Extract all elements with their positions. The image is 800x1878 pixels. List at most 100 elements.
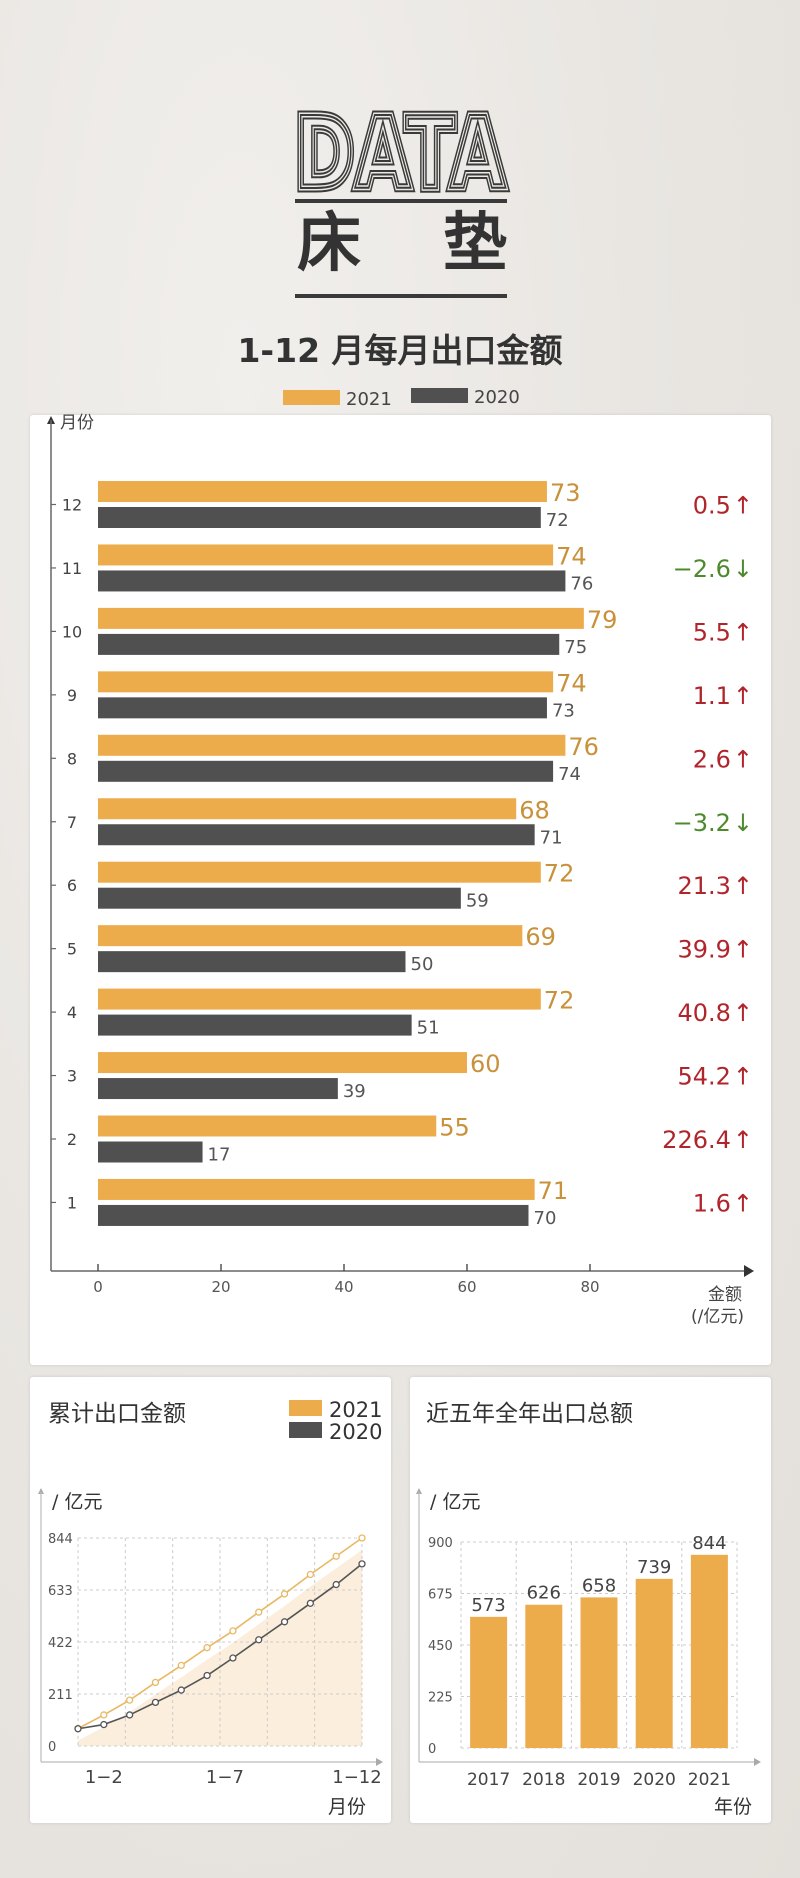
point-2020 [358,1560,366,1568]
bar-value-label: 658 [582,1575,616,1596]
point-2020 [332,1580,340,1589]
title-char-1: 床 [297,207,361,281]
x-axis-unit: (/亿元) [691,1307,744,1327]
bar-2021 [98,798,517,820]
value-label-2021: 69 [525,923,556,951]
value-label-2020: 72 [546,510,569,531]
change-value: 5.5 [693,618,731,646]
x-tick-label: 1−12 [332,1767,381,1788]
value-label-2021: 79 [587,606,618,634]
point-2021 [306,1570,315,1579]
bar-2020 [98,507,541,528]
value-label-2021: 71 [538,1177,569,1205]
change-indicator: 40.8↑ [677,999,753,1027]
bar-2020 [98,1141,203,1163]
y-axis-unit: / 亿元 [52,1491,102,1513]
bar-2020 [98,887,461,909]
change-indicator: 54.2↑ [677,1063,753,1091]
change-value: 1.1 [693,682,731,710]
y-tick-label: 0 [48,1740,56,1755]
change-indicator: −3.2↓ [673,809,753,837]
bar-2021 [98,925,523,947]
point-2021 [229,1627,237,1635]
point-2021 [203,1644,211,1652]
title-char-2: 垫 [443,207,507,281]
value-label-2021: 74 [556,542,587,570]
value-label-2020: 75 [564,637,587,658]
area-fill [78,1550,362,1746]
bar-2020 [98,824,535,846]
value-label-2020: 59 [466,891,489,912]
change-value: −2.6 [673,555,731,583]
change-indicator: 21.3↑ [677,872,753,900]
x-axis-label: 年份 [714,1796,752,1818]
month-label: 2 [67,1130,77,1149]
value-label-2020: 70 [534,1208,557,1229]
arrow-up-icon: ↑ [733,745,753,773]
arrow-up-icon: ↑ [733,1063,753,1091]
month-label: 4 [67,1003,77,1022]
month-label: 10 [62,622,82,641]
bar-2021 [98,861,541,883]
point-2020 [74,1725,82,1733]
x-tick-label: 2021 [688,1770,731,1790]
bar-2021 [98,607,584,629]
change-value: 54.2 [677,1063,730,1091]
y-axis-unit: / 亿元 [430,1491,480,1513]
x-tick-label: 60 [457,1278,476,1296]
chart-title: 1-12 月每月出口金额 [237,331,562,370]
y-tick-label: 633 [48,1584,73,1599]
y-axis-label: 月份 [60,413,94,433]
bar-value-label: 739 [637,1557,671,1578]
y-tick-label: 211 [48,1688,73,1703]
month-label: 6 [67,876,77,895]
legend-label-2021: 2021 [346,389,392,410]
change-indicator: 226.4↑ [662,1126,753,1154]
point-2020 [280,1618,289,1626]
change-value: 1.6 [693,1189,731,1217]
y-tick-label: 844 [48,1532,73,1547]
cumulative-title: 累计出口金额 [48,1401,186,1427]
change-indicator: 1.6↑ [693,1189,753,1217]
legend-swatch-2020 [289,1422,322,1438]
month-label: 3 [67,1067,77,1086]
point-2020 [306,1599,315,1607]
x-tick-label: 20 [211,1278,230,1296]
value-label-2021: 72 [544,987,575,1015]
value-label-2020: 71 [540,827,563,848]
bar-2020 [98,1014,412,1036]
month-label: 8 [67,749,77,768]
legend-label-2021: 2021 [329,1398,382,1422]
bar-2021 [98,481,547,502]
point-2021 [125,1696,134,1704]
arrow-up-icon: ↑ [733,618,753,646]
bar-2021 [98,988,541,1010]
y-tick-label: 422 [48,1636,73,1651]
bar [580,1597,618,1748]
point-2021 [358,1534,366,1542]
bar-2020 [98,633,560,655]
arrow-up-icon: ↑ [733,936,753,964]
x-axis-label: 金额 [708,1285,742,1305]
point-2020 [203,1671,211,1680]
x-axis-arrow-icon [376,1758,383,1766]
change-indicator: 39.9↑ [677,936,753,964]
point-2020 [151,1698,160,1707]
bar-2021 [98,1115,437,1137]
value-label-2020: 76 [570,573,593,594]
value-label-2020: 50 [411,954,434,975]
data-logo: DATA DATA DATA [290,100,511,217]
x-tick-label: 2018 [522,1770,565,1790]
bar-value-label: 844 [692,1533,726,1554]
bar-2020 [98,1204,529,1226]
x-tick-label: 40 [334,1278,353,1296]
arrow-up-icon: ↑ [733,492,753,520]
arrow-up-icon: ↑ [733,1126,753,1154]
legend-swatch-2021 [283,390,340,405]
y-axis-arrow-icon [416,1488,422,1494]
change-indicator: 5.5↑ [693,618,753,646]
value-label-2020: 73 [552,700,575,721]
point-2021 [332,1552,340,1560]
